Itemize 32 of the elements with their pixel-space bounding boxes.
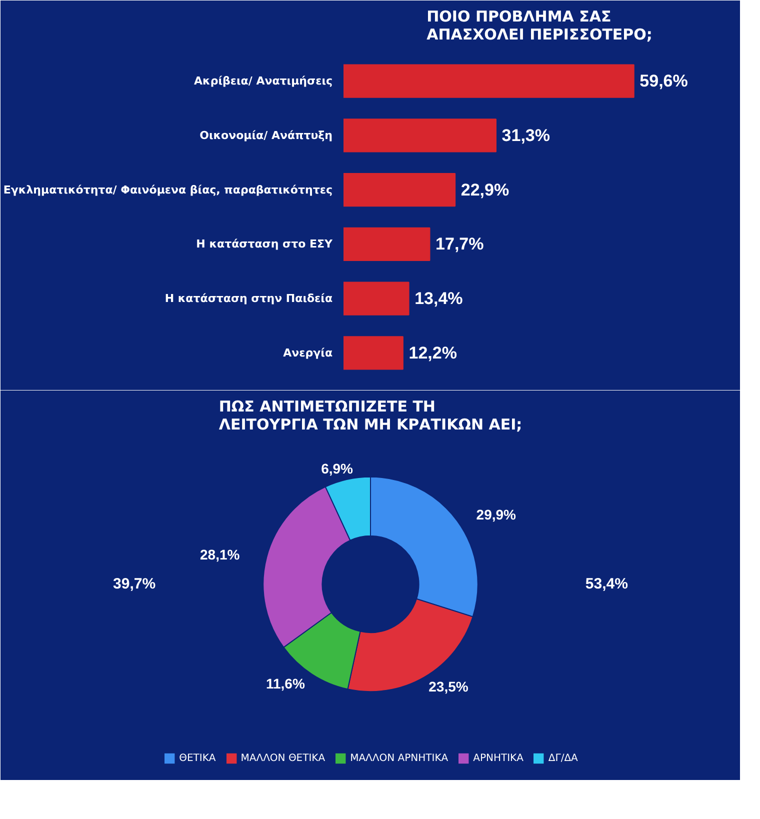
data-label: 6,9% — [321, 460, 354, 477]
text: 53,4% — [585, 576, 628, 593]
y-tick-label: Η κατάσταση στο ΕΣΥ — [196, 238, 334, 251]
data-label: 22,9% — [460, 180, 510, 200]
legend-label: ΘΕΤΙΚΑ — [179, 752, 216, 764]
chart-title: ΠΟΙΟ ΠΡΟΒΛΗΜΑ ΣΑΣ ΑΠΑΣΧΟΛΕΙ ΠΕΡΙΣΣΟΤΕΡΟ; — [426, 8, 652, 44]
legend-label: ΜΑΛΛΟΝ ΘΕΤΙΚΑ — [240, 752, 326, 764]
bar — [344, 118, 496, 152]
y-tick-label: Ανεργία — [283, 346, 333, 360]
text: 39,7% — [113, 576, 156, 593]
legend-label: ΑΡΝΗΤΙΚΑ — [473, 752, 524, 764]
legend-label: ΔΓ/ΔΑ — [548, 752, 578, 764]
data-label: 29,9% — [476, 506, 517, 522]
legend-label: ΜΑΛΛΟΝ ΑΡΝΗΤΙΚΑ — [350, 752, 448, 764]
bar — [344, 227, 430, 261]
data-label: 23,5% — [428, 678, 469, 695]
data-label: 31,3% — [502, 126, 550, 145]
y-tick-label: Εγκληματικότητα/ Φαινόμενα βίας, παραβατικότητες — [3, 183, 333, 196]
y-tick-label: Οικονομία/ Ανάπτυξη — [200, 128, 333, 142]
data-label: 28,1% — [200, 546, 240, 562]
chart-title: ΠΩΣ ΑΝΤΙΜΕΤΩΠΙΖΕΤΕ ΤΗ ΛΕΙΤΟΥΡΓΙΑ ΤΩΝ ΜΗ ΚΡΑΤΙΚΩΝ ΑΕΙ; — [218, 398, 522, 434]
data-label: 11,6% — [266, 675, 306, 692]
data-label: 12,2% — [408, 343, 457, 362]
data-label: 13,4% — [414, 289, 463, 308]
bar — [344, 282, 410, 316]
y-tick-label: Η κατάσταση στην Παιδεία — [164, 292, 333, 306]
bar — [344, 336, 404, 370]
data-label: 59,6% — [640, 72, 688, 91]
bar — [344, 64, 634, 98]
data-label: 17,7% — [436, 234, 484, 254]
y-tick-label: Ακρίβεια/ Ανατιμήσεις — [194, 74, 332, 88]
bar — [344, 173, 456, 207]
